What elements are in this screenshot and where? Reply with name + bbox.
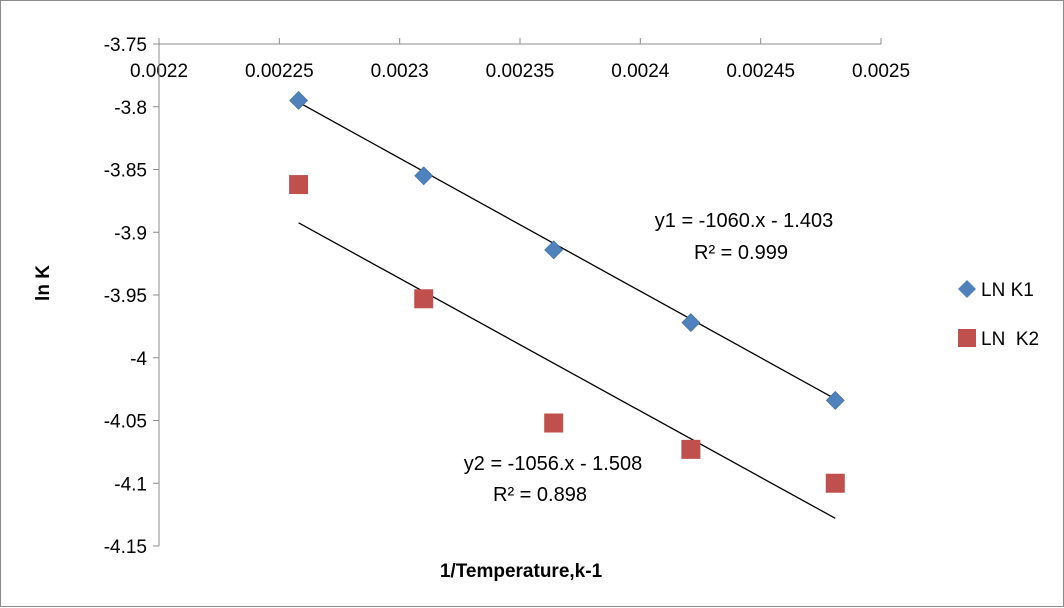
x-tick-labels: 0.0022 0.00225 0.0023 0.00235 0.0024 0.00245 0… (130, 61, 910, 82)
y-tick-labels: -3.75 -3.8 -3.85 -3.9 -3.95 -4 -4.05 -4.1 -4.15 (104, 35, 148, 558)
x-tick-label: 0.0023 (371, 61, 429, 82)
y-tick-label: -3.95 (104, 286, 147, 307)
point-lnk2 (825, 473, 845, 493)
data-points (289, 91, 845, 493)
legend-label-lnk2: LN K2 (981, 329, 1039, 350)
tick-marks (153, 38, 882, 547)
y-tick-label: -4 (130, 349, 147, 370)
y-axis-title: ln K (33, 265, 54, 301)
y-tick-label: -3.85 (104, 161, 147, 182)
y-tick-label: -4.15 (104, 537, 147, 558)
y-tick-label: -4.05 (104, 412, 147, 433)
legend-label-lnk1: LN K1 (981, 280, 1034, 301)
point-lnk1 (825, 390, 845, 410)
point-lnk1 (681, 313, 701, 333)
legend-marker-lnk1 (958, 280, 976, 298)
series-1-r2: R² = 0.999 (694, 242, 788, 264)
series-2-r2: R² = 0.898 (493, 484, 587, 506)
point-lnk2 (289, 175, 309, 195)
y-tick-label: -3.8 (114, 98, 147, 119)
x-tick-label: 0.0024 (611, 61, 670, 82)
y-tick-label: -3.75 (104, 35, 147, 56)
point-lnk1 (414, 166, 434, 186)
trendline-series-1 (298, 101, 836, 400)
point-lnk2 (681, 439, 701, 459)
trendline-series-2 (298, 222, 836, 519)
x-tick-label: 0.0025 (852, 61, 910, 82)
y-tick-label: -3.9 (114, 223, 147, 244)
point-lnk2 (414, 289, 434, 309)
series-1-equation: y1 = -1060.x - 1.403 (655, 210, 833, 232)
x-tick-label: 0.00225 (245, 61, 314, 82)
legend-marker-lnk2 (958, 329, 976, 347)
x-tick-label: 0.00235 (486, 61, 555, 82)
series-2-equation: y2 = -1056.x - 1.508 (464, 453, 642, 475)
point-lnk2 (544, 413, 564, 433)
point-lnk1 (289, 91, 309, 110)
legend: LN K1 LN K2 (958, 280, 1039, 350)
y-tick-label: -4.1 (114, 474, 147, 495)
trendlines (298, 101, 836, 519)
point-lnk1 (544, 240, 564, 260)
x-tick-label: 0.00245 (726, 61, 795, 82)
x-axis-title: 1/Temperature,k-1 (440, 561, 603, 582)
